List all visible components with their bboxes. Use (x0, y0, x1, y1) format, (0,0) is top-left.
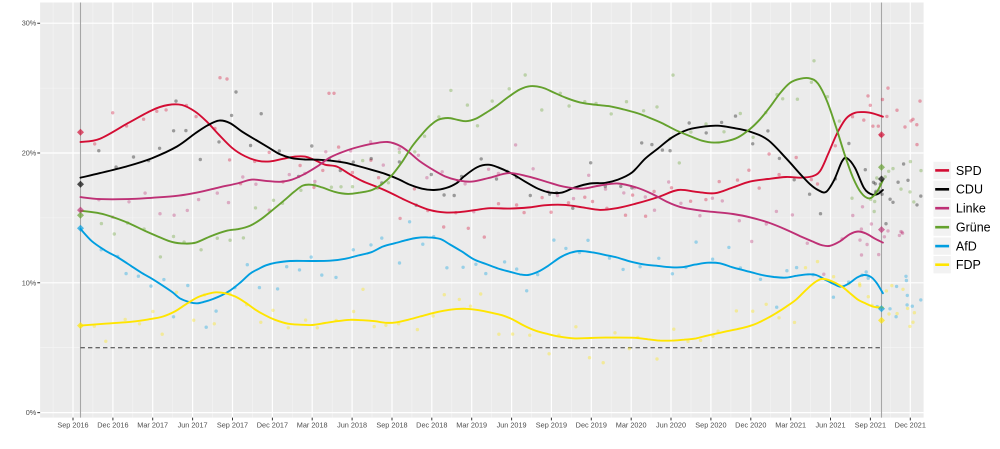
svg-text:Jun 2017: Jun 2017 (178, 421, 208, 430)
svg-text:Dec 2016: Dec 2016 (97, 421, 128, 430)
svg-text:SPD: SPD (956, 164, 982, 178)
svg-text:Dec 2021: Dec 2021 (895, 421, 926, 430)
svg-text:Dec 2017: Dec 2017 (257, 421, 288, 430)
svg-text:Mar 2017: Mar 2017 (137, 421, 168, 430)
svg-text:FDP: FDP (956, 258, 981, 272)
svg-text:Dec 2018: Dec 2018 (416, 421, 447, 430)
svg-text:Jun 2020: Jun 2020 (656, 421, 686, 430)
svg-text:Jun 2018: Jun 2018 (337, 421, 367, 430)
svg-text:30%: 30% (22, 19, 37, 28)
svg-text:Mar 2019: Mar 2019 (456, 421, 487, 430)
svg-text:Sep 2019: Sep 2019 (536, 421, 567, 430)
svg-text:Sep 2021: Sep 2021 (855, 421, 886, 430)
svg-text:CDU: CDU (956, 183, 983, 197)
svg-text:10%: 10% (22, 278, 37, 287)
svg-text:20%: 20% (22, 149, 37, 158)
svg-text:Dec 2020: Dec 2020 (735, 421, 766, 430)
svg-text:Jun 2021: Jun 2021 (815, 421, 845, 430)
svg-text:Sep 2018: Sep 2018 (376, 421, 407, 430)
svg-text:Mar 2021: Mar 2021 (775, 421, 806, 430)
svg-text:Sep 2020: Sep 2020 (695, 421, 726, 430)
svg-text:0%: 0% (26, 408, 37, 417)
svg-text:AfD: AfD (956, 240, 977, 254)
svg-text:Grüne: Grüne (956, 221, 991, 235)
svg-text:Dec 2019: Dec 2019 (576, 421, 607, 430)
svg-text:Linke: Linke (956, 202, 986, 216)
svg-text:Mar 2018: Mar 2018 (297, 421, 328, 430)
svg-text:Sep 2016: Sep 2016 (57, 421, 88, 430)
svg-text:Sep 2017: Sep 2017 (217, 421, 248, 430)
svg-text:Mar 2020: Mar 2020 (616, 421, 647, 430)
svg-text:Jun 2019: Jun 2019 (497, 421, 527, 430)
